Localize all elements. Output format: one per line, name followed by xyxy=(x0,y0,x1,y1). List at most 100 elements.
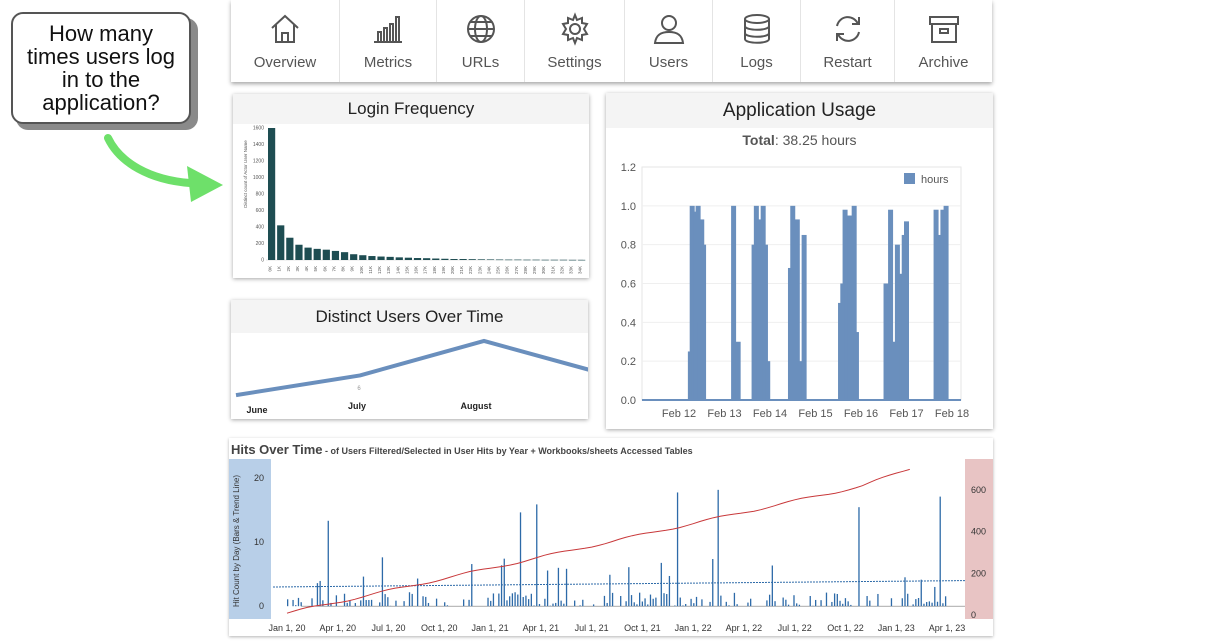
hits-bar xyxy=(836,593,838,607)
hits-bar xyxy=(579,605,581,607)
login-frequency-xtick: 8K xyxy=(341,266,346,272)
hits-bar xyxy=(498,593,500,607)
hits-bar xyxy=(349,600,351,607)
nav-overview[interactable]: Overview xyxy=(231,0,340,82)
login-frequency-xtick: 4K xyxy=(304,266,309,272)
login-frequency-bar xyxy=(432,258,440,260)
hits-bar xyxy=(917,597,920,607)
usage-ytick: 1.2 xyxy=(621,162,636,174)
login-frequency-xtick: 5K xyxy=(313,266,318,272)
hits-xtick: Jul 1, 22 xyxy=(778,623,812,633)
hits-bar xyxy=(923,603,925,607)
nav-label: Restart xyxy=(823,54,872,71)
nav-users[interactable]: Users xyxy=(625,0,713,82)
nav-label: URLs xyxy=(461,54,500,71)
hits-bar xyxy=(362,576,365,607)
question-callout: How many times users log in to the appli… xyxy=(11,12,191,124)
usage-bar xyxy=(853,332,859,400)
nav-settings[interactable]: Settings xyxy=(525,0,625,82)
hits-bar xyxy=(411,593,413,607)
hits-bar xyxy=(931,602,933,607)
hits-bar xyxy=(422,596,424,607)
login-frequency-xtick: 28K xyxy=(523,266,528,274)
hits-bar xyxy=(379,602,381,607)
hits-ylabel: Hit Count by Day (Bars & Trend Line) xyxy=(232,475,241,607)
hits-bar xyxy=(668,575,671,607)
hits-bar xyxy=(530,593,532,607)
usage-bar xyxy=(762,244,768,400)
nav-logs[interactable]: Logs xyxy=(713,0,801,82)
login-frequency-panel: Login Frequency Distinct count of Actor … xyxy=(233,94,589,278)
usage-xtick: Feb 12 xyxy=(662,408,696,420)
usage-bar xyxy=(851,205,857,400)
nav-label: Overview xyxy=(253,54,317,71)
hits-bar xyxy=(720,595,722,607)
gear-icon xyxy=(560,12,589,46)
hits-bar xyxy=(926,602,928,607)
hits-bar xyxy=(649,594,652,607)
hits-bar xyxy=(525,595,527,607)
nav-restart[interactable]: Restart xyxy=(801,0,895,82)
hits-bar xyxy=(768,594,771,607)
login-frequency-xtick: 22K xyxy=(468,266,473,274)
usage-bar xyxy=(943,205,949,400)
usage-bar xyxy=(904,221,909,400)
login-frequency-ytick: 1600 xyxy=(253,126,264,132)
login-frequency-xtick: 34K xyxy=(578,266,583,274)
hits-bar xyxy=(408,592,411,607)
login-frequency-xtick: 24K xyxy=(486,266,491,274)
hits-xtick: Jan 1, 23 xyxy=(878,623,915,633)
login-frequency-bar xyxy=(295,244,303,260)
login-frequency-xtick: 3K xyxy=(295,266,300,272)
login-frequency-xtick: 32K xyxy=(559,266,564,274)
hits-xtick: Oct 1, 21 xyxy=(624,623,661,633)
hits-ytick-right: 600 xyxy=(971,485,986,495)
hits-bar xyxy=(750,598,752,607)
hits-bar xyxy=(842,603,844,607)
distinct-users-chart: June July August 6 xyxy=(235,338,588,415)
hits-trend-line xyxy=(272,580,966,588)
login-frequency-xtick: 2K xyxy=(286,266,291,272)
distinct-users-xlabel: July xyxy=(348,401,366,411)
hits-header: Hits Over Time - of Users Filtered/Selec… xyxy=(231,441,693,459)
nav-archive[interactable]: Archive xyxy=(895,0,992,82)
hits-bar xyxy=(322,600,324,607)
nav-urls[interactable]: URLs xyxy=(437,0,525,82)
hits-bar xyxy=(582,599,584,607)
login-frequency-bar xyxy=(395,257,403,260)
hits-bar xyxy=(682,605,684,607)
user-icon xyxy=(653,15,684,44)
hits-xtick: Jul 1, 20 xyxy=(372,623,406,633)
application-usage-panel: Application Usage Total: 38.25 hours 0.0… xyxy=(606,93,993,429)
hits-bar xyxy=(387,597,389,607)
hits-bar xyxy=(685,603,687,607)
hits-bar xyxy=(944,596,947,607)
hits-ytick-left: 10 xyxy=(254,537,264,547)
hits-bar xyxy=(546,570,549,607)
hits-bar xyxy=(330,602,332,607)
hits-bar xyxy=(725,601,727,607)
hits-right-axis-band xyxy=(965,459,993,619)
hits-bar xyxy=(809,595,811,607)
login-frequency-xtick: 33K xyxy=(569,266,574,274)
login-frequency-bar xyxy=(559,259,568,261)
nav-metrics[interactable]: Metrics xyxy=(340,0,437,82)
hits-bar xyxy=(674,605,676,607)
usage-bar xyxy=(797,361,803,400)
hits-bar xyxy=(519,512,522,607)
home-icon xyxy=(271,14,299,43)
usage-bar xyxy=(940,209,946,400)
hits-bar xyxy=(825,592,828,607)
hits-bar xyxy=(690,598,692,607)
hits-bar xyxy=(844,598,847,607)
hits-bar xyxy=(934,586,936,607)
hits-bar xyxy=(666,594,668,607)
hits-bar xyxy=(552,603,554,607)
hits-bar xyxy=(603,595,606,607)
hits-bar xyxy=(647,604,649,607)
hits-bar xyxy=(815,599,817,607)
hits-bar xyxy=(652,598,654,607)
hits-bar xyxy=(907,593,909,607)
login-frequency-xtick: 29K xyxy=(532,266,537,274)
hits-bar xyxy=(915,599,917,607)
